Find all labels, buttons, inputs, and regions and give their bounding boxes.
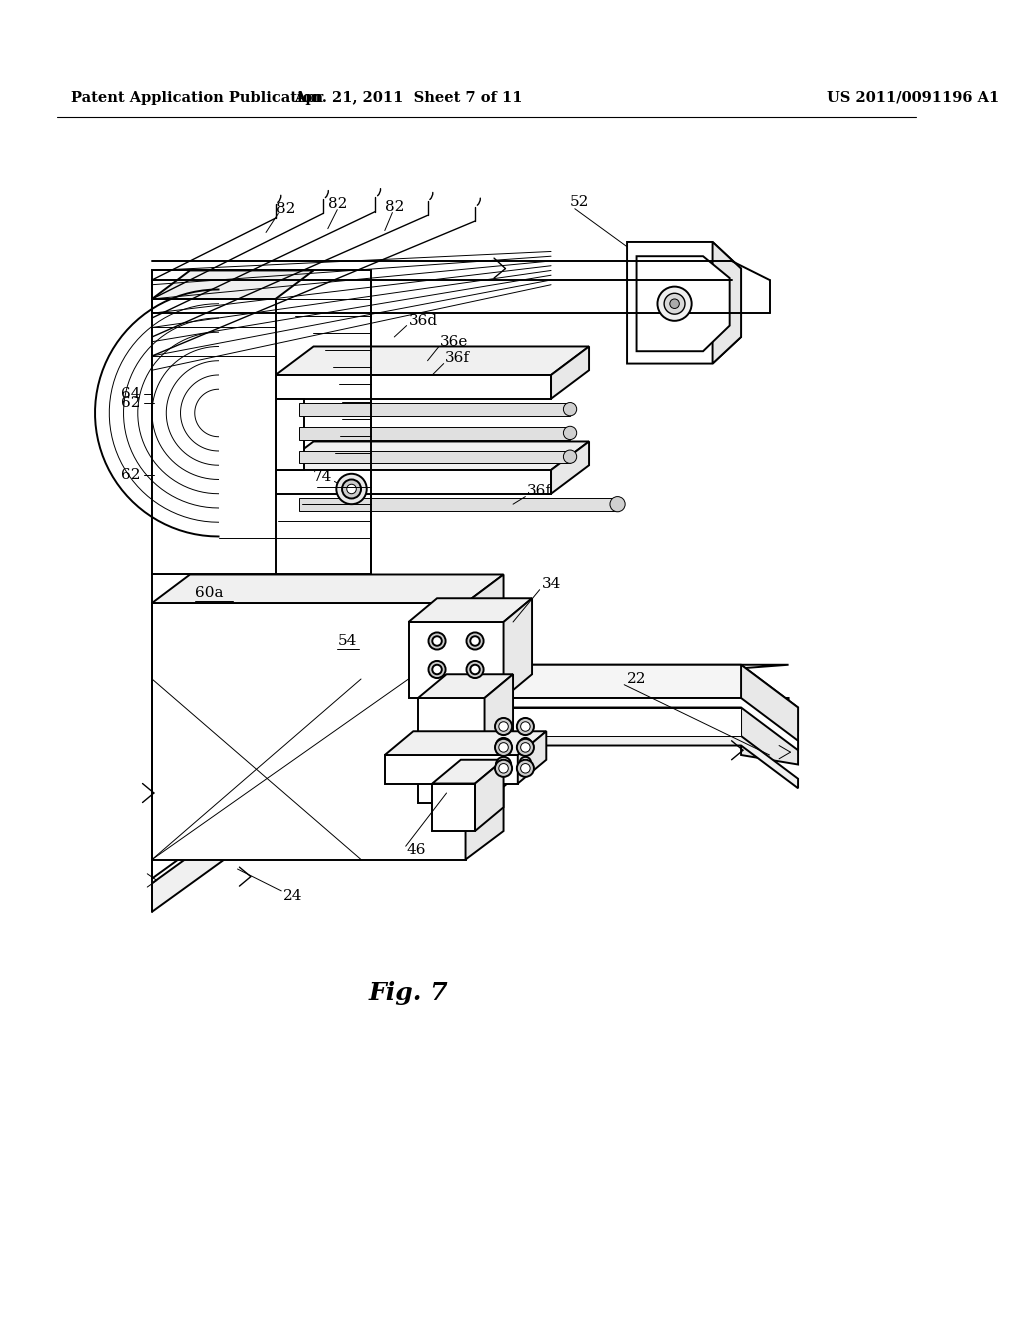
Polygon shape	[299, 499, 617, 511]
Polygon shape	[637, 256, 730, 351]
Polygon shape	[152, 271, 313, 298]
Text: 62: 62	[121, 467, 140, 482]
Circle shape	[495, 739, 512, 756]
Text: 82: 82	[385, 199, 404, 214]
Polygon shape	[551, 346, 589, 399]
Circle shape	[657, 286, 691, 321]
Polygon shape	[385, 755, 518, 784]
Text: 24: 24	[283, 888, 303, 903]
Polygon shape	[409, 598, 532, 622]
Circle shape	[428, 632, 445, 649]
Circle shape	[470, 665, 480, 675]
Polygon shape	[551, 441, 589, 494]
Circle shape	[563, 450, 577, 463]
Circle shape	[499, 743, 508, 752]
Text: 46: 46	[407, 843, 426, 857]
Circle shape	[563, 426, 577, 440]
Circle shape	[496, 756, 511, 772]
Polygon shape	[466, 574, 504, 859]
Text: US 2011/0091196 A1: US 2011/0091196 A1	[826, 91, 998, 104]
Polygon shape	[152, 698, 788, 912]
Circle shape	[665, 293, 685, 314]
Circle shape	[520, 763, 530, 774]
Polygon shape	[466, 665, 798, 731]
Text: 22: 22	[627, 672, 646, 686]
Circle shape	[496, 738, 511, 754]
Circle shape	[520, 722, 530, 731]
Polygon shape	[475, 760, 504, 832]
Text: 64: 64	[121, 387, 140, 401]
Polygon shape	[741, 665, 798, 764]
Polygon shape	[409, 622, 504, 698]
Circle shape	[342, 479, 361, 499]
Polygon shape	[466, 708, 741, 737]
Polygon shape	[504, 598, 532, 698]
Polygon shape	[518, 731, 546, 784]
Text: 82: 82	[275, 202, 295, 215]
Polygon shape	[299, 428, 570, 440]
Circle shape	[520, 756, 531, 768]
Polygon shape	[432, 784, 475, 832]
Polygon shape	[275, 441, 589, 470]
Polygon shape	[275, 346, 589, 375]
Circle shape	[517, 718, 534, 735]
Text: 34: 34	[542, 577, 561, 591]
Circle shape	[670, 298, 679, 309]
Text: Patent Application Publication: Patent Application Publication	[72, 91, 324, 104]
Text: 62: 62	[121, 396, 140, 411]
Text: 36d: 36d	[409, 314, 437, 327]
Polygon shape	[432, 760, 504, 784]
Circle shape	[470, 636, 480, 645]
Polygon shape	[152, 574, 504, 603]
Circle shape	[347, 484, 356, 494]
Circle shape	[499, 763, 508, 774]
Circle shape	[336, 474, 367, 504]
Polygon shape	[418, 698, 484, 803]
Circle shape	[520, 743, 530, 752]
Polygon shape	[275, 399, 304, 470]
Polygon shape	[466, 737, 798, 788]
Circle shape	[520, 738, 531, 750]
Polygon shape	[466, 698, 798, 750]
Polygon shape	[484, 675, 513, 803]
Circle shape	[610, 496, 626, 512]
Polygon shape	[385, 731, 546, 755]
Polygon shape	[299, 404, 570, 416]
Circle shape	[432, 636, 441, 645]
Polygon shape	[713, 242, 741, 363]
Circle shape	[517, 739, 534, 756]
Polygon shape	[299, 451, 570, 463]
Circle shape	[499, 722, 508, 731]
Polygon shape	[275, 470, 551, 494]
Text: 60a: 60a	[195, 586, 223, 601]
Polygon shape	[627, 242, 741, 363]
Polygon shape	[152, 665, 788, 879]
Text: 74: 74	[313, 470, 333, 483]
Circle shape	[467, 661, 483, 678]
Circle shape	[563, 403, 577, 416]
Polygon shape	[275, 375, 551, 399]
Polygon shape	[152, 271, 371, 574]
Circle shape	[467, 632, 483, 649]
Polygon shape	[152, 603, 466, 859]
Text: 36f: 36f	[444, 351, 470, 364]
Text: 36f: 36f	[527, 484, 552, 498]
Text: Apr. 21, 2011  Sheet 7 of 11: Apr. 21, 2011 Sheet 7 of 11	[294, 91, 523, 104]
Text: Fig. 7: Fig. 7	[369, 981, 449, 1005]
Circle shape	[517, 760, 534, 777]
Circle shape	[495, 718, 512, 735]
Circle shape	[432, 665, 441, 675]
Circle shape	[495, 760, 512, 777]
Text: 36e: 36e	[440, 335, 468, 348]
Polygon shape	[152, 298, 275, 574]
Text: 52: 52	[570, 195, 590, 209]
Circle shape	[428, 661, 445, 678]
Polygon shape	[418, 675, 513, 698]
Text: 82: 82	[328, 197, 347, 211]
Text: 54: 54	[337, 634, 356, 648]
